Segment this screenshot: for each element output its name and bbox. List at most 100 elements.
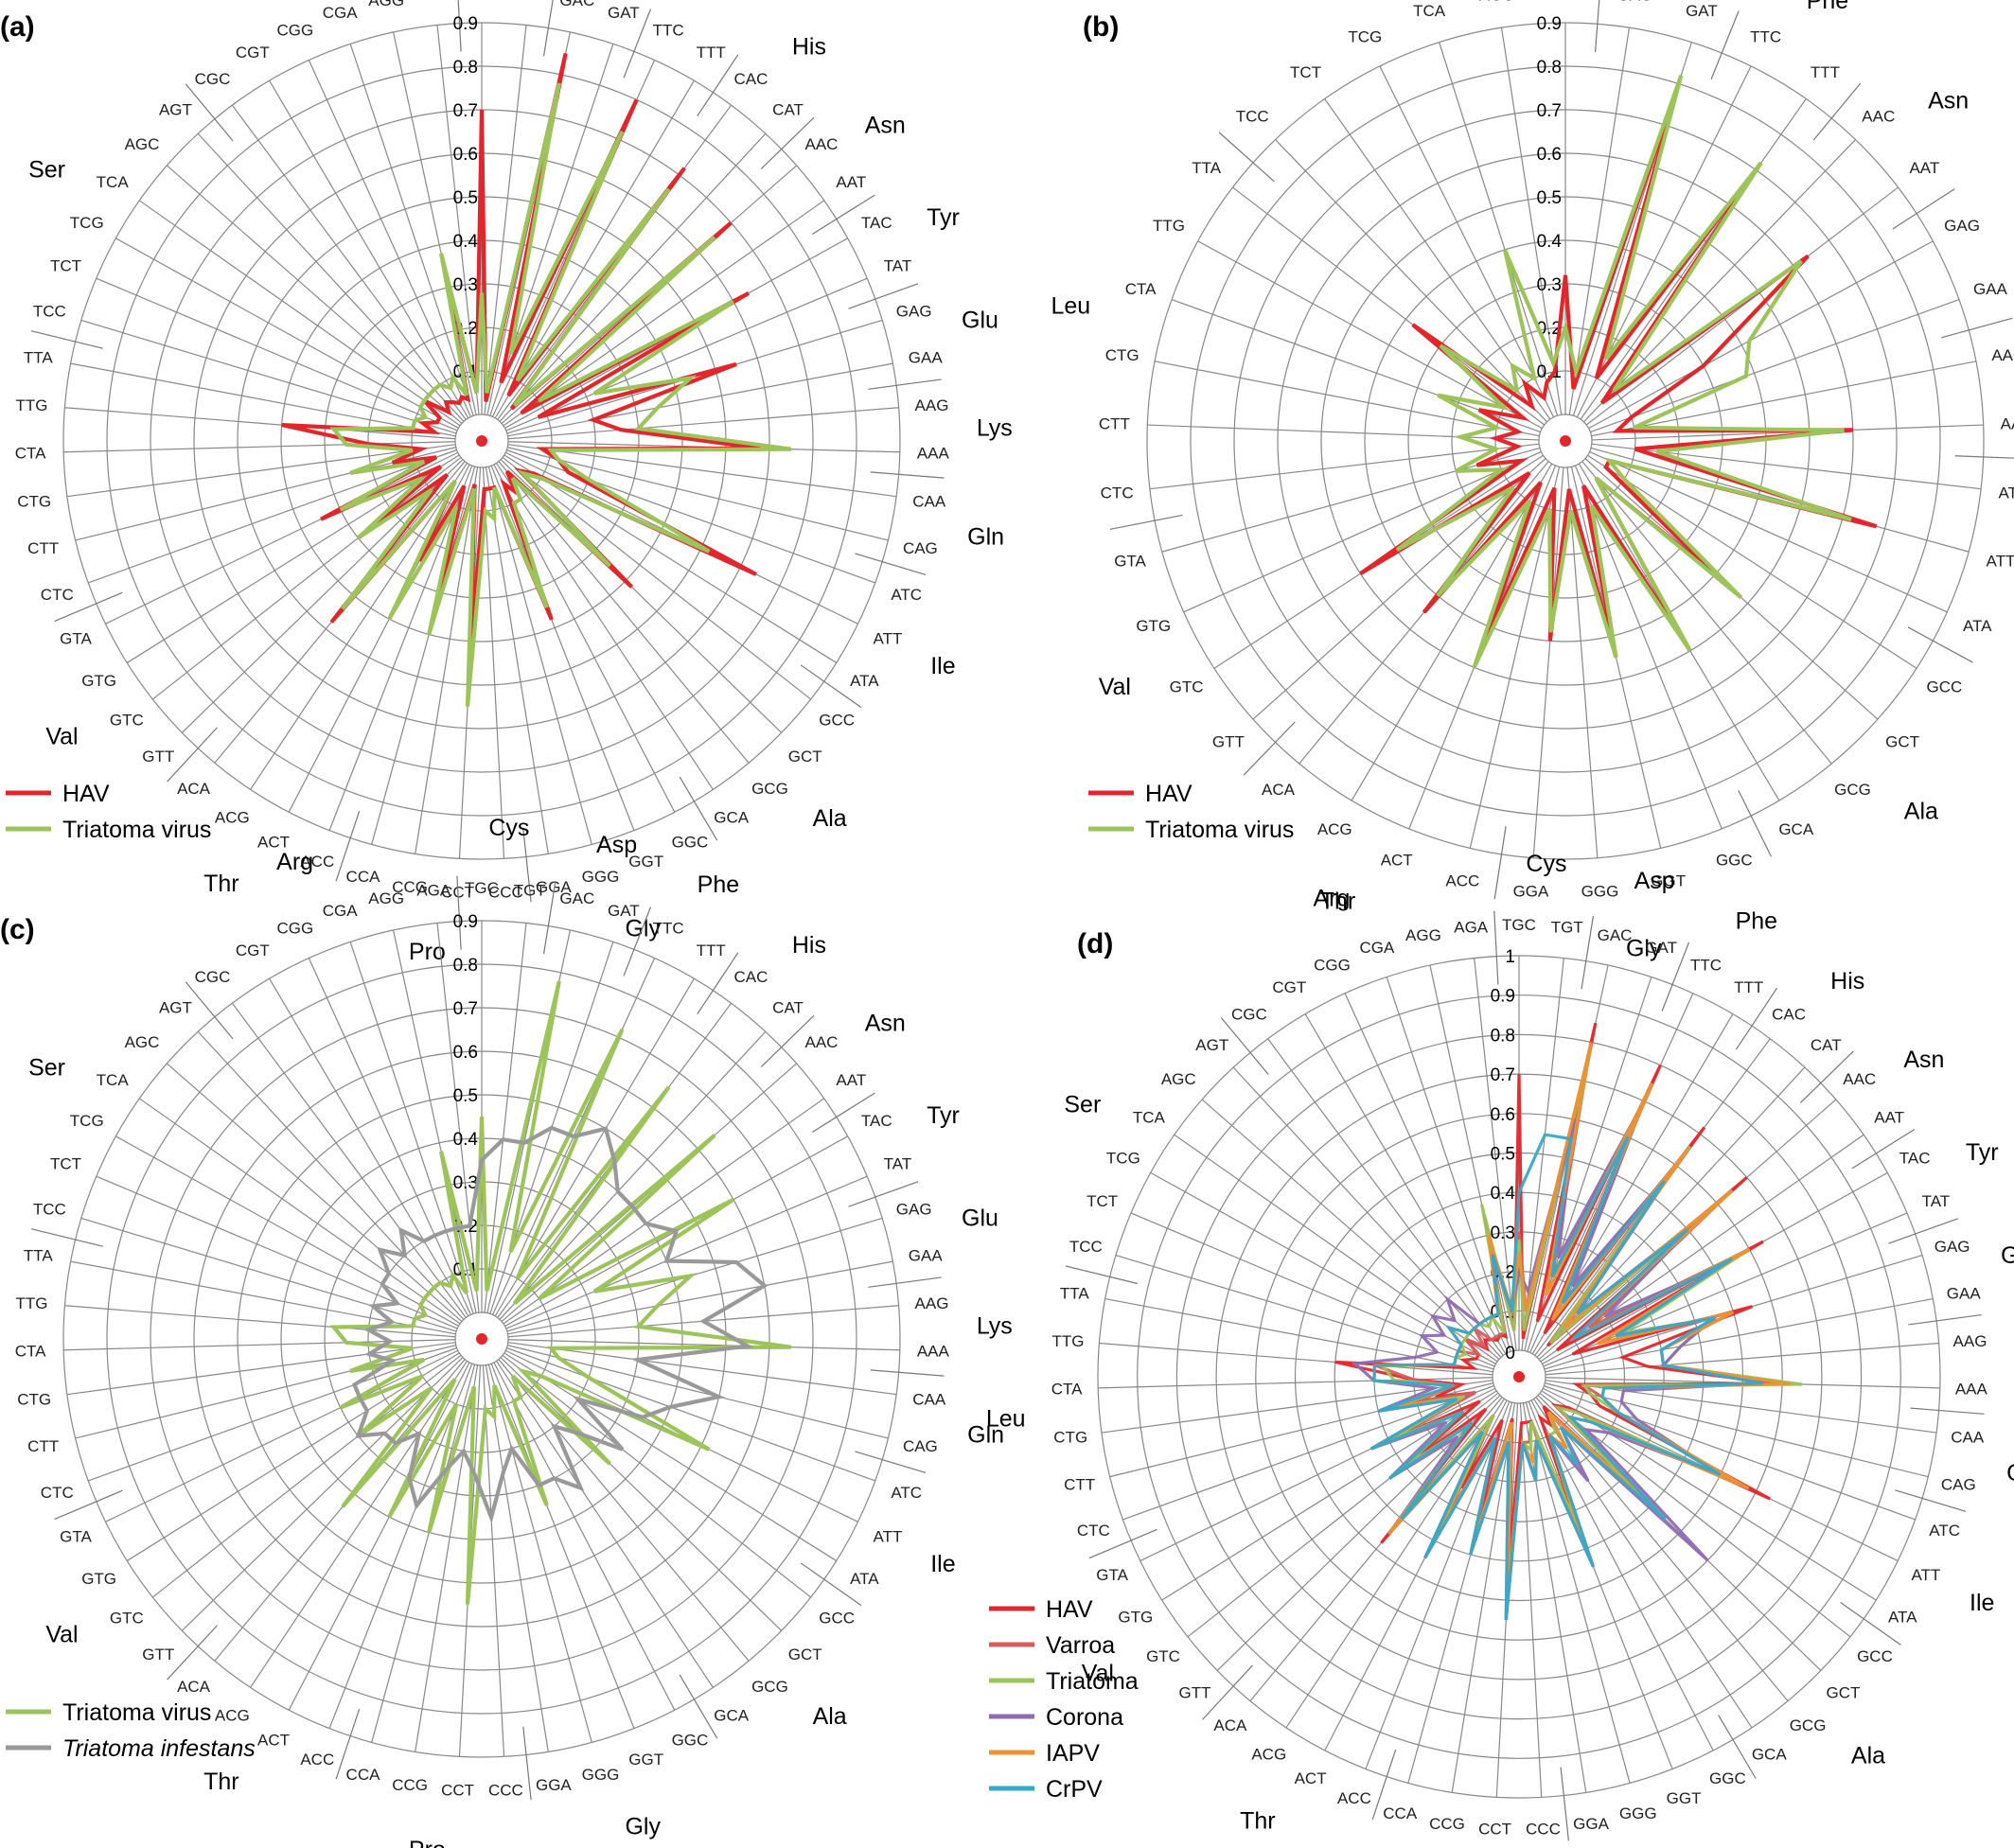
codon-label: GTT [1179,1683,1211,1701]
series-line [1369,1042,1791,1601]
group-separator [1109,514,1183,530]
grid-spoke [1500,27,1563,415]
legend-label: Triatoma virus [62,1699,211,1726]
grid-spoke [349,942,474,1314]
codon-label: GTA [1114,552,1146,570]
codon-label: GTG [1136,617,1171,635]
legend: HAV Varroa Triatoma Corona IAPV CrPV [989,1596,1139,1803]
grid-spoke [269,977,469,1317]
codon-label: GTA [60,630,92,648]
amino-acid-label: Val [45,724,78,750]
group-separator [1493,826,1507,900]
codon-label: CCC [488,1781,523,1799]
codon-label: TCC [1069,1238,1103,1256]
grid-spoke [1451,1402,1516,1793]
grid-spoke [197,132,465,422]
amino-acid-label: Gly [625,916,661,942]
amino-acid-label: Thr [1240,1808,1276,1835]
grid-spoke [66,1342,456,1396]
series-group [281,53,792,707]
codon-label: CTG [1053,1428,1087,1446]
grid-spoke [115,1135,459,1327]
codon-label: CCG [1429,1815,1465,1833]
group-separator [185,83,234,142]
codon-label: ACT [1295,1769,1327,1787]
codon-label: TCG [70,1112,104,1130]
codon-label: GGA [536,1776,572,1794]
codon-label: ACC [1337,1789,1371,1807]
amino-acid-label: Lys [977,415,1013,442]
amino-acid-label: Ile [1970,1590,1994,1616]
codon-label: GTT [1212,732,1245,750]
grid-spoke [1098,1377,1493,1389]
grid-spoke [502,456,812,700]
codon-label: TGC [465,879,499,897]
codon-label: ATC [1929,1522,1960,1540]
grid-spoke [507,1339,900,1351]
grid-spoke [485,1364,549,1752]
grid-spoke [1591,424,1984,441]
grid-spoke [1519,1402,1543,1798]
codon-label: AAA [917,445,950,463]
group-separators [1065,910,1985,1841]
ring-value-label: 0.7 [453,101,478,121]
codon-label: GAG [1934,1238,1970,1256]
group-separator [1892,188,1955,230]
series-line [281,53,761,651]
group-separator [1840,1602,1901,1646]
codon-label: CAC [734,968,768,986]
group-separator [1895,1489,1967,1512]
codon-label: GGT [628,1751,663,1769]
codon-label: ACG [1251,1745,1286,1763]
group-separator [1661,942,1690,1012]
grid-spoke [1140,1387,1496,1562]
group-separator [30,330,103,349]
codon-label: TTC [1750,28,1781,46]
grid-spoke [1439,42,1559,416]
codon-label: GCC [1926,678,1962,695]
grid-spoke [493,1362,676,1711]
codon-label: TCT [1086,1192,1118,1210]
ring-value-label: 0.4 [1491,1184,1516,1204]
grid-spoke [498,1359,750,1662]
grid-spoke [231,1002,467,1318]
grid-spoke [96,277,458,431]
group-separator [1581,916,1595,990]
codon-label: CTG [17,492,51,510]
grid-spoke [1187,1392,1499,1638]
codon-label: AAT [836,1071,866,1089]
codon-label: CCA [346,868,381,886]
grid-spoke [1587,454,1917,669]
grid-spoke [1130,1212,1495,1367]
group-separator [1371,1749,1397,1821]
group-separator [1594,0,1600,53]
codon-label: TTT [1734,978,1763,996]
codon-label: TCG [1106,1149,1140,1167]
codon-label: CAT [772,999,804,1017]
group-separator [457,0,462,52]
codon-label: ACG [215,808,250,826]
legend-label: Triatoma virus [1145,817,1294,843]
group-separators [1109,0,2014,900]
codon-label: AGT [1195,1036,1228,1054]
grid-spoke [1591,361,1977,437]
codon-label: AGG [368,0,404,9]
center-dot [476,435,487,447]
amino-acid-label: Asn [865,1010,906,1036]
codon-label: CCT [441,1781,474,1799]
grid-spoke [494,977,695,1317]
codon-label: TTC [1690,957,1722,975]
codon-label: TTT [697,44,726,62]
codon-label: AAC [804,1033,838,1051]
grid-spoke [1285,1399,1506,1729]
series-line [351,1125,768,1524]
legend: Triatoma virus Triatoma infestans [6,1699,256,1762]
codon-label: GCA [714,1706,750,1724]
amino-acid-label: Val [1099,674,1131,700]
grid-spoke [197,1030,465,1320]
series-line [1369,1133,1763,1621]
amino-acid-label: Arg [1313,885,1350,911]
group-separator [679,776,718,841]
